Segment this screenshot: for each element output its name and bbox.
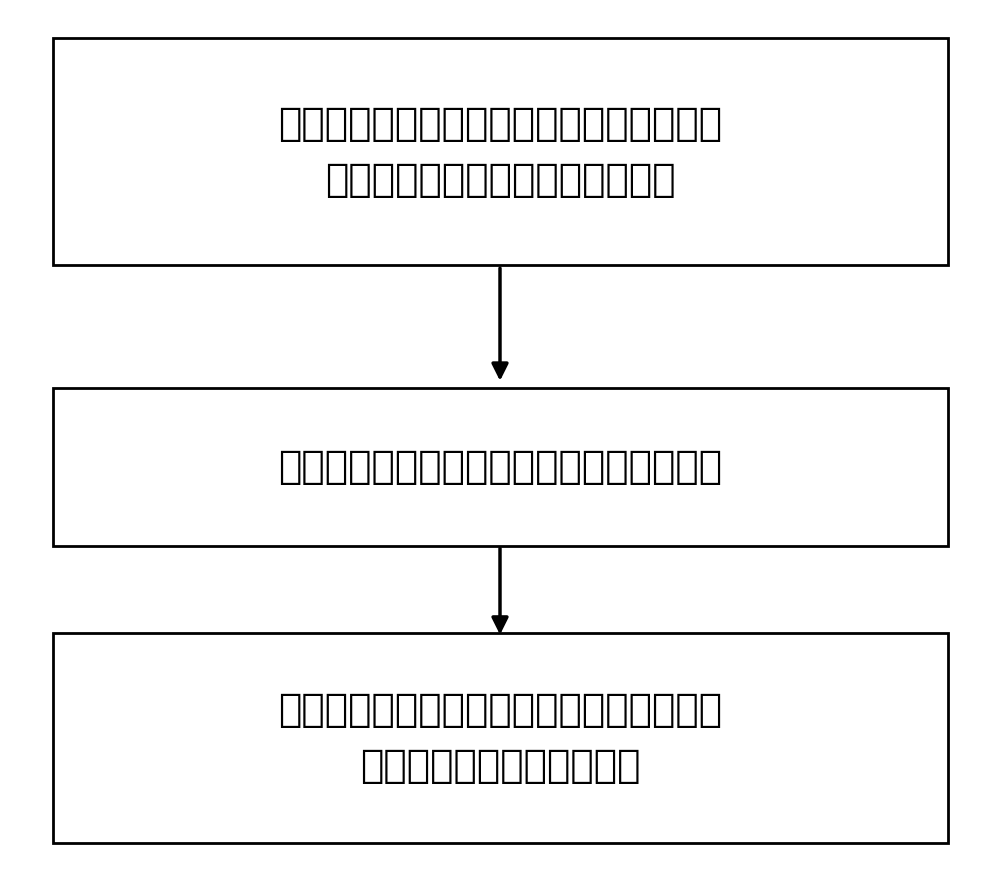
FancyBboxPatch shape [53, 388, 948, 545]
FancyBboxPatch shape [53, 633, 948, 843]
Text: 基于第一工作电压和线性恒流电路驱动负载: 基于第一工作电压和线性恒流电路驱动负载 [278, 448, 722, 485]
Text: 电压变换电路根据线性恒流电路的反馈信号
，产生自适应调节的第一工作电压: 电压变换电路根据线性恒流电路的反馈信号 ，产生自适应调节的第一工作电压 [278, 105, 722, 198]
Text: 线性恒流电路基于负载电压信号产生反馈信
号，并输出至电压变换电路: 线性恒流电路基于负载电压信号产生反馈信 号，并输出至电压变换电路 [278, 692, 722, 785]
FancyBboxPatch shape [53, 38, 948, 265]
